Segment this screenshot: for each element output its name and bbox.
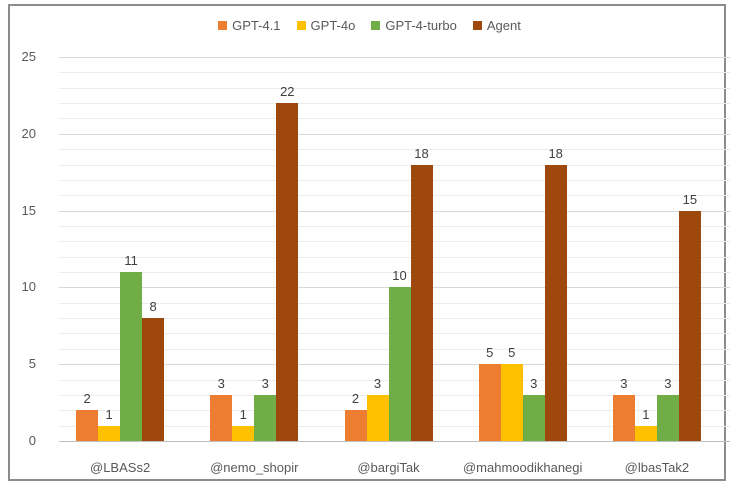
gridline bbox=[59, 225, 730, 227]
x-axis-line bbox=[59, 441, 730, 442]
bar bbox=[634, 425, 657, 441]
x-category-label: @bargiTak bbox=[357, 460, 420, 475]
bar-value-label: 3 bbox=[217, 375, 225, 391]
bar bbox=[276, 103, 299, 441]
bar bbox=[98, 425, 121, 441]
gridline bbox=[59, 57, 730, 58]
gridline bbox=[59, 195, 730, 197]
x-category-label: @LBASs2 bbox=[90, 460, 151, 475]
legend-label: GPT-4o bbox=[310, 18, 356, 33]
bar bbox=[120, 272, 143, 441]
bar bbox=[76, 410, 99, 441]
bar bbox=[656, 394, 679, 441]
bar-value-label: 3 bbox=[664, 375, 672, 391]
bar bbox=[500, 364, 523, 441]
bar-value-label: 11 bbox=[124, 253, 138, 269]
gridline bbox=[59, 210, 730, 212]
x-category-label: @mahmoodikhanegi bbox=[462, 460, 583, 475]
bar bbox=[612, 394, 635, 441]
bar-value-label: 18 bbox=[414, 145, 429, 161]
bar-value-label: 3 bbox=[373, 375, 382, 391]
bar-value-label: 3 bbox=[530, 375, 538, 391]
bar bbox=[232, 425, 255, 441]
legend-item-gpt-4-1: GPT-4.1 bbox=[218, 18, 281, 33]
bar-value-label: 2 bbox=[83, 391, 91, 407]
bar bbox=[410, 164, 433, 441]
legend-item-gpt-4-turbo: GPT-4-turbo bbox=[371, 18, 457, 33]
x-category-label: @nemo_shopir bbox=[210, 460, 299, 475]
bar-value-label: 1 bbox=[105, 406, 113, 422]
gridline bbox=[59, 118, 730, 120]
bar bbox=[254, 394, 277, 441]
bar bbox=[142, 318, 165, 441]
bar-value-label: 3 bbox=[261, 375, 269, 391]
bar bbox=[544, 164, 567, 441]
bar bbox=[366, 394, 389, 441]
bar bbox=[344, 410, 367, 441]
y-tick-label: 20 bbox=[21, 125, 36, 141]
x-category-label: @lbasTak2 bbox=[624, 460, 690, 475]
bar bbox=[210, 394, 233, 441]
gridline bbox=[59, 179, 730, 181]
y-tick-label: 10 bbox=[21, 279, 36, 295]
gridline bbox=[59, 103, 730, 105]
bar-value-label: 5 bbox=[486, 345, 494, 361]
gridline bbox=[59, 72, 730, 74]
bar-value-label: 8 bbox=[149, 299, 157, 315]
y-tick-label: 5 bbox=[28, 356, 36, 372]
gridline bbox=[59, 241, 730, 243]
gridline bbox=[59, 164, 730, 166]
bar-value-label: 1 bbox=[239, 406, 247, 422]
gridline bbox=[59, 256, 730, 258]
legend-swatch-icon bbox=[218, 21, 228, 30]
legend-label: GPT-4.1 bbox=[232, 18, 281, 33]
gridline bbox=[59, 87, 730, 89]
legend-item-agent: Agent bbox=[472, 18, 521, 33]
gridline bbox=[59, 133, 730, 135]
chart-legend: GPT-4.1 GPT-4o GPT-4-turbo Agent bbox=[0, 18, 739, 33]
bar bbox=[388, 287, 411, 441]
bar-value-label: 5 bbox=[508, 345, 516, 361]
plot-area: 2 1 11 8 3 1 3 22 2 3 10 18 5 5 3 18 3 1 3 15 bbox=[59, 57, 730, 442]
legend-swatch-icon bbox=[472, 21, 482, 30]
bar bbox=[522, 394, 545, 441]
bar-value-label: 1 bbox=[642, 406, 650, 422]
gridline bbox=[59, 272, 730, 274]
legend-item-gpt-4o: GPT-4o bbox=[296, 18, 356, 33]
bar-value-label: 22 bbox=[280, 84, 295, 100]
legend-label: GPT-4-turbo bbox=[385, 18, 457, 33]
y-tick-label: 0 bbox=[28, 433, 36, 448]
bar bbox=[478, 364, 501, 441]
bar-value-label: 15 bbox=[682, 191, 698, 207]
bar-value-label: 3 bbox=[620, 375, 628, 391]
legend-swatch-icon bbox=[371, 21, 381, 30]
y-tick-label: 15 bbox=[21, 202, 36, 218]
legend-swatch-icon bbox=[296, 21, 306, 30]
legend-label: Agent bbox=[486, 18, 521, 33]
bar bbox=[678, 210, 701, 441]
bar-value-label: 18 bbox=[548, 145, 563, 161]
bar-value-label: 10 bbox=[392, 268, 407, 284]
bar-value-label: 2 bbox=[351, 391, 360, 407]
gridline bbox=[59, 149, 730, 151]
y-tick-label: 25 bbox=[21, 49, 36, 64]
